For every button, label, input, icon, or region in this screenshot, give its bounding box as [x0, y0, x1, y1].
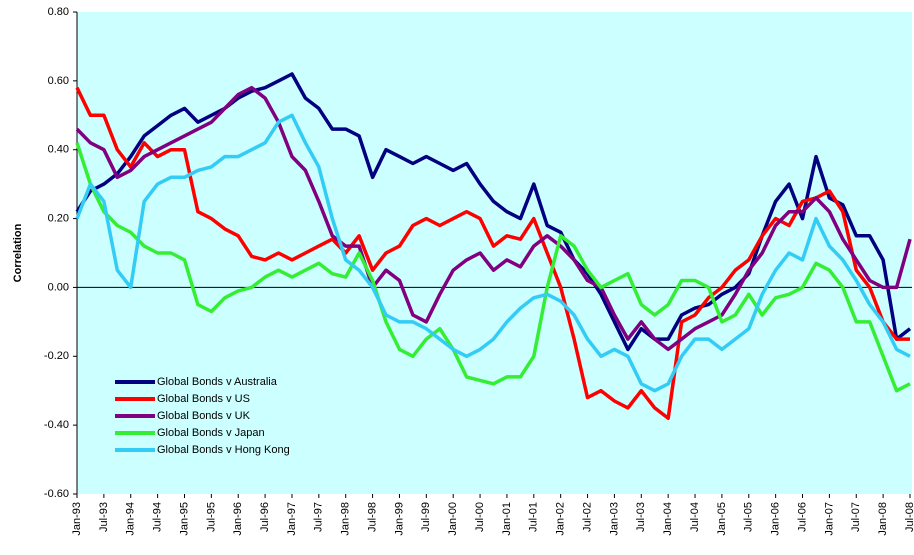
- x-tick-label: Jan-97: [286, 502, 298, 536]
- y-tick-label: -0.40: [44, 419, 69, 431]
- x-tick-label: Jul-94: [152, 502, 164, 532]
- series-line: [75, 86, 910, 421]
- x-tick-label: Jan-96: [232, 502, 244, 536]
- legend-label: Global Bonds v US: [157, 393, 250, 405]
- legend-label: Global Bonds v Japan: [157, 427, 265, 439]
- y-tick-label: -0.20: [44, 350, 69, 362]
- x-tick-label: Jan-95: [178, 502, 190, 536]
- x-tick-label: Jul-03: [635, 502, 647, 532]
- x-tick-label: Jan-05: [716, 502, 728, 536]
- x-tick-label: Jan-08: [877, 502, 889, 536]
- x-tick-label: Jul-07: [850, 502, 862, 532]
- x-tick-label: Jul-00: [474, 502, 486, 532]
- x-tick-label: Jul-02: [581, 502, 593, 532]
- series-line: [75, 113, 911, 393]
- x-tick-label: Jan-04: [662, 502, 674, 536]
- x-tick-label: Jul-97: [313, 502, 325, 532]
- x-tick-label: Jan-99: [393, 502, 405, 536]
- x-tick-label: Jan-03: [608, 502, 620, 536]
- x-tick-label: Jul-05: [743, 502, 755, 532]
- legend-label: Global Bonds v UK: [157, 410, 251, 422]
- y-tick-label: 0.20: [48, 212, 69, 224]
- y-axis-title: Correlation: [12, 223, 24, 282]
- series-line: [75, 85, 912, 352]
- y-tick-label: 0.60: [48, 75, 69, 87]
- x-tick-label: Jan-94: [125, 502, 137, 536]
- series-line: [75, 72, 912, 352]
- x-tick-label: Jul-06: [796, 502, 808, 532]
- legend-label: Global Bonds v Hong Kong: [157, 444, 290, 456]
- x-tick-label: Jul-04: [689, 502, 701, 532]
- x-tick-label: Jan-93: [71, 502, 83, 536]
- x-tick-label: Jul-96: [259, 502, 271, 532]
- x-tick-label: Jul-98: [366, 502, 378, 532]
- x-tick-label: Jan-02: [555, 502, 567, 536]
- x-tick-label: Jan-06: [770, 502, 782, 536]
- x-tick-label: Jul-93: [98, 502, 110, 532]
- x-tick-label: Jul-01: [528, 502, 540, 532]
- x-tick-label: Jul-95: [205, 502, 217, 532]
- y-tick-label: 0.00: [48, 281, 69, 293]
- series-line: [75, 142, 911, 393]
- y-tick-label: 0.80: [48, 6, 69, 18]
- x-tick-label: Jan-01: [501, 502, 513, 536]
- legend-label: Global Bonds v Australia: [157, 376, 278, 388]
- x-tick-label: Jan-00: [447, 502, 459, 536]
- x-tick-label: Jan-98: [340, 502, 352, 536]
- y-tick-label: -0.60: [44, 488, 69, 500]
- x-tick-label: Jul-99: [420, 502, 432, 532]
- plot-area: [77, 12, 912, 494]
- x-tick-label: Jan-07: [823, 502, 835, 536]
- x-tick-label: Jul-08: [904, 502, 914, 532]
- y-tick-label: 0.40: [48, 144, 69, 156]
